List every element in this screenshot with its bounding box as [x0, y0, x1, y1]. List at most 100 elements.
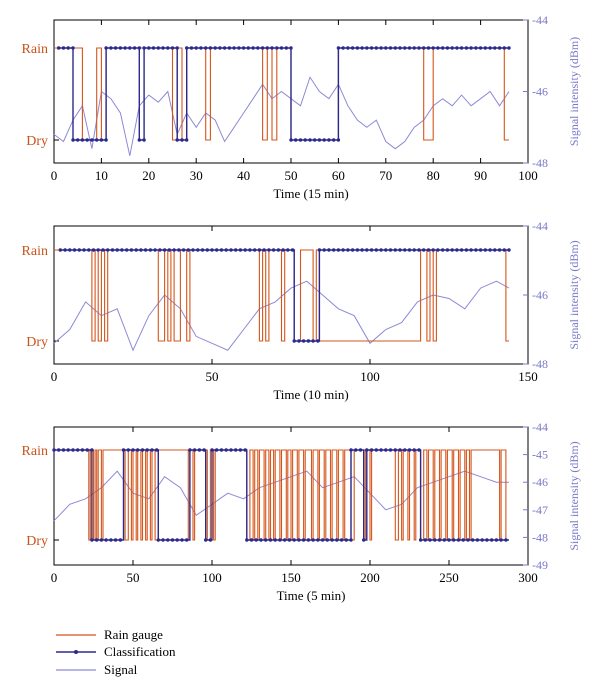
classification-point: [384, 248, 388, 252]
classification-point: [181, 248, 186, 252]
rain-gauge-line: [54, 449, 509, 541]
classification-point: [243, 448, 247, 452]
classification-point: [148, 248, 153, 252]
classification-point: [175, 46, 179, 50]
rain-gauge-line: [54, 249, 509, 342]
y-category-dry: Dry: [26, 335, 48, 350]
classification-point: [80, 448, 85, 452]
x-tick-label: 100: [518, 168, 538, 183]
y2-tick-label: -44: [532, 13, 548, 27]
classification-point: [166, 46, 170, 50]
classification-point: [265, 46, 269, 50]
classification-point: [317, 138, 322, 142]
classification-point: [393, 248, 397, 252]
classification-point: [354, 448, 358, 452]
signal-line: [53, 280, 510, 352]
classification-point: [156, 46, 160, 50]
classification-point: [374, 448, 378, 452]
classification-point: [297, 339, 301, 343]
classification-point: [330, 538, 334, 542]
classification-point: [474, 46, 478, 50]
classification-point: [197, 448, 202, 452]
classification-line: [54, 449, 509, 541]
classification-point: [58, 248, 62, 252]
classification-point: [417, 46, 421, 50]
classification-point: [213, 46, 217, 50]
classification-point: [327, 138, 331, 142]
classification-point: [418, 538, 423, 542]
classification-point: [488, 46, 492, 50]
rain-gauge-line: [54, 47, 509, 141]
classification-point: [208, 46, 213, 50]
classification-point: [350, 46, 355, 50]
classification-point: [436, 248, 440, 252]
classification-point: [455, 46, 459, 50]
classification-point: [499, 538, 503, 542]
classification-point: [437, 538, 442, 542]
classification-point: [379, 448, 383, 452]
classification-point: [254, 538, 258, 542]
classification-point: [360, 248, 364, 252]
classification-point: [91, 248, 96, 252]
x-tick-label: 60: [332, 168, 345, 183]
classification-point: [188, 448, 192, 452]
classification-point: [431, 46, 435, 50]
classification-point: [388, 46, 393, 50]
classification-point: [246, 46, 250, 50]
classification-point: [196, 248, 200, 252]
classification-point: [452, 538, 456, 542]
classification-point: [365, 46, 369, 50]
classification-point: [504, 538, 508, 542]
classification-point: [284, 46, 288, 50]
classification-point: [431, 248, 435, 252]
x-axis-title: Time (10 min): [273, 387, 348, 402]
classification-point: [384, 448, 388, 452]
classification-point: [104, 46, 108, 50]
classification-point: [259, 538, 263, 542]
classification-point: [346, 46, 350, 50]
classification-point: [447, 538, 451, 542]
classification-series: [52, 448, 509, 542]
classification-point: [104, 538, 108, 542]
classification-point: [407, 448, 412, 452]
classification-point: [393, 448, 397, 452]
classification-point: [185, 138, 189, 142]
classification-point: [245, 538, 249, 542]
classification-point: [109, 46, 113, 50]
classification-point: [170, 538, 175, 542]
classification-point: [205, 248, 209, 252]
classification-point: [459, 46, 464, 50]
chart-panel-3: 0 50 100 150 200 250 300 -44 -45 -46 -47 -48 -49 Rain…: [22, 420, 581, 603]
classification-point: [76, 448, 80, 452]
classification-point: [320, 538, 325, 542]
classification-point: [471, 538, 475, 542]
classification-point: [71, 138, 75, 142]
classification-point: [134, 248, 138, 252]
classification-point: [422, 46, 426, 50]
classification-point: [95, 138, 99, 142]
x-tick-label: 0: [51, 570, 58, 585]
y2-tick-label: -44: [532, 420, 548, 434]
y2-tick-label: -48: [532, 530, 548, 544]
classification-point: [96, 248, 100, 252]
classification-point: [219, 448, 224, 452]
classification-series: [58, 248, 511, 343]
classification-point: [142, 138, 146, 142]
classification-point: [143, 248, 148, 252]
classification-point: [249, 538, 254, 542]
classification-point: [80, 138, 85, 142]
classification-point: [311, 339, 315, 343]
legend-classification-label: Classification: [104, 644, 176, 659]
classification-point: [271, 248, 276, 252]
classification-point: [180, 138, 184, 142]
classification-point: [120, 248, 124, 252]
classification-point: [493, 46, 497, 50]
classification-point: [475, 538, 480, 542]
classification-point: [161, 46, 165, 50]
y2-tick-label: -46: [532, 85, 548, 99]
classification-point: [412, 46, 416, 50]
classification-point: [256, 46, 260, 50]
x-tick-label: 40: [237, 168, 250, 183]
classification-point: [232, 46, 236, 50]
